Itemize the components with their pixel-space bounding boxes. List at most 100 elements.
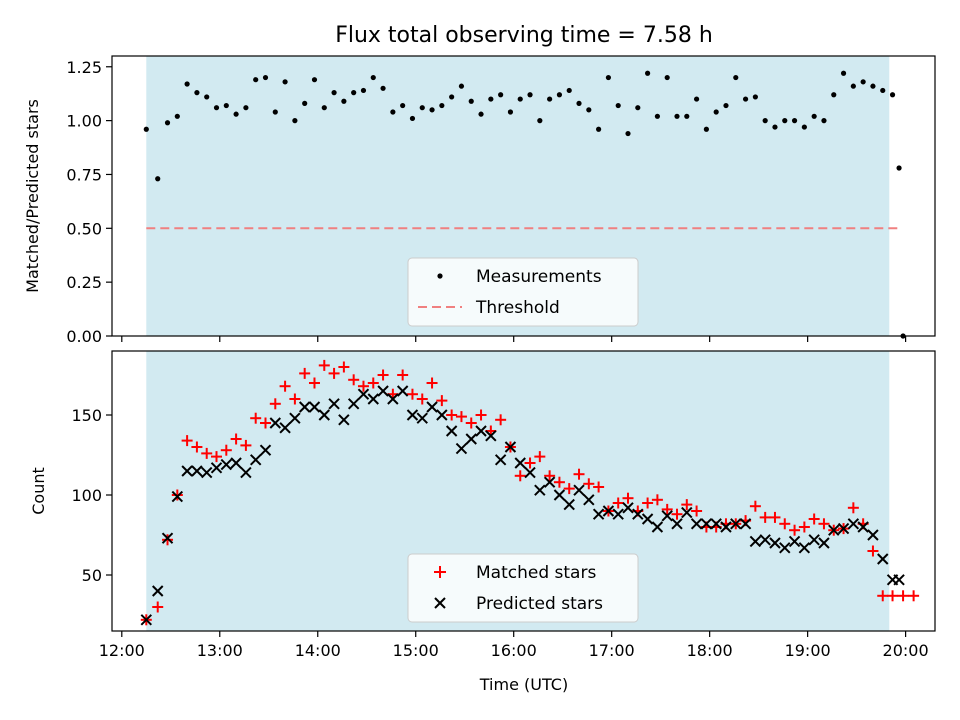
predicted-star-point — [769, 537, 781, 549]
bottom-stars — [140, 359, 920, 626]
measurement-point — [713, 109, 719, 115]
predicted-star-point — [847, 518, 860, 530]
measurement-point — [645, 70, 651, 76]
matched-star-point — [191, 441, 203, 453]
measurement-point — [449, 94, 455, 100]
matched-star-point — [495, 414, 507, 426]
matched-star-point — [436, 395, 448, 407]
matched-star-point — [269, 398, 281, 410]
predicted-star-point — [504, 441, 517, 453]
matched-star-point — [779, 518, 791, 530]
matched-star-point — [534, 451, 546, 463]
bottom-axes-frame — [111, 350, 936, 632]
matched-star-point — [877, 590, 889, 602]
measurement-point — [351, 90, 357, 96]
measurement-point — [752, 94, 758, 100]
matched-star-point — [328, 367, 340, 379]
x-tick-label: 13:00 — [197, 641, 243, 660]
predicted-star-point — [671, 518, 683, 530]
predicted-star-point — [308, 401, 321, 413]
predicted-star-point — [347, 398, 360, 410]
measurement-point — [762, 118, 768, 124]
predicted-star-point — [426, 401, 438, 413]
matched-star-point — [514, 470, 526, 482]
predicted-star-point — [867, 529, 879, 541]
matched-star-point — [426, 377, 438, 389]
measurement-point — [537, 118, 543, 124]
chart-title: Flux total observing time = 7.58 h — [335, 23, 713, 48]
predicted-star-point — [240, 466, 252, 479]
measurement-point — [272, 109, 278, 115]
matched-star-point — [769, 511, 781, 523]
matched-star-point — [908, 590, 920, 602]
matched-star-point — [220, 444, 232, 456]
matched-star-point — [475, 409, 487, 421]
predicted-star-point — [759, 534, 771, 546]
matched-star-point — [622, 492, 634, 504]
measurement-point — [654, 113, 661, 119]
top-y-tick-label: 0.25 — [66, 273, 102, 292]
matched-star-point — [524, 457, 536, 469]
x-tick-label: 14:00 — [295, 641, 341, 660]
x-tick-label: 16:00 — [491, 641, 537, 660]
predicted-star-point — [387, 393, 399, 405]
measurement-point — [615, 102, 621, 109]
measurement-point — [782, 118, 788, 124]
predicted-star-point — [171, 490, 184, 503]
predicted-star-point — [641, 513, 654, 525]
predicted-star-point — [357, 388, 370, 400]
predicted-star-point — [191, 465, 203, 477]
predicted-star-point — [690, 518, 703, 530]
matched-star-point — [897, 590, 909, 602]
x-tick-label: 18:00 — [687, 641, 733, 660]
measurement-point — [302, 100, 308, 106]
top-y-tick-label: 0.00 — [66, 327, 102, 346]
matched-star-point — [544, 470, 556, 482]
predicted-star-point — [298, 401, 311, 413]
matched-star-point — [818, 518, 830, 530]
measurement-point — [811, 113, 817, 119]
measurement-point — [321, 105, 327, 111]
measurement-point — [791, 118, 798, 124]
legend-label-measurements: Measurements — [476, 267, 602, 287]
predicted-star-point — [140, 614, 152, 626]
measurement-point — [635, 105, 641, 111]
matched-star-point — [798, 521, 810, 533]
predicted-star-point — [893, 574, 905, 586]
predicted-star-point — [612, 508, 624, 520]
predicted-star-point — [269, 417, 282, 429]
measurement-point — [419, 105, 425, 111]
top-y-tick-label: 1.00 — [66, 112, 102, 131]
x-axis-label: Time (UTC) — [479, 675, 568, 694]
predicted-star-point — [534, 484, 546, 496]
predicted-star-point — [583, 494, 595, 506]
predicted-star-point — [828, 524, 840, 536]
measurement-point — [850, 83, 856, 89]
measurement-point — [596, 126, 602, 132]
predicted-star-point — [808, 534, 820, 546]
matched-star-point — [867, 545, 879, 557]
x-ticks: 12:00 13:00 14:00 15:00 16:00 17:00 18:00 19:00… — [99, 631, 929, 660]
x-tick-label: 15:00 — [393, 641, 439, 660]
measurement-point — [143, 126, 149, 132]
measurement-point — [576, 100, 582, 106]
matched-star-point — [887, 590, 899, 602]
predicted-star-point — [494, 454, 507, 466]
predicted-star-point — [406, 409, 419, 421]
measurement-point — [517, 96, 523, 102]
predicted-star-point — [710, 518, 722, 530]
legend-marker-predicted — [434, 597, 446, 609]
predicted-star-point — [818, 537, 830, 549]
legend-label-threshold: Threshold — [475, 298, 560, 318]
matched-star-point — [397, 369, 409, 381]
measurement-point — [488, 96, 494, 102]
measurement-point — [880, 87, 886, 94]
legend-box — [407, 553, 639, 623]
bottom-y-tick-label: 50 — [82, 566, 102, 585]
predicted-star-point — [210, 462, 223, 474]
predicted-star-point — [436, 409, 448, 421]
top-y-tick-label: 0.50 — [66, 219, 102, 238]
matched-star-point — [318, 359, 330, 371]
top-measurements — [143, 70, 906, 339]
measurement-point — [684, 113, 690, 119]
